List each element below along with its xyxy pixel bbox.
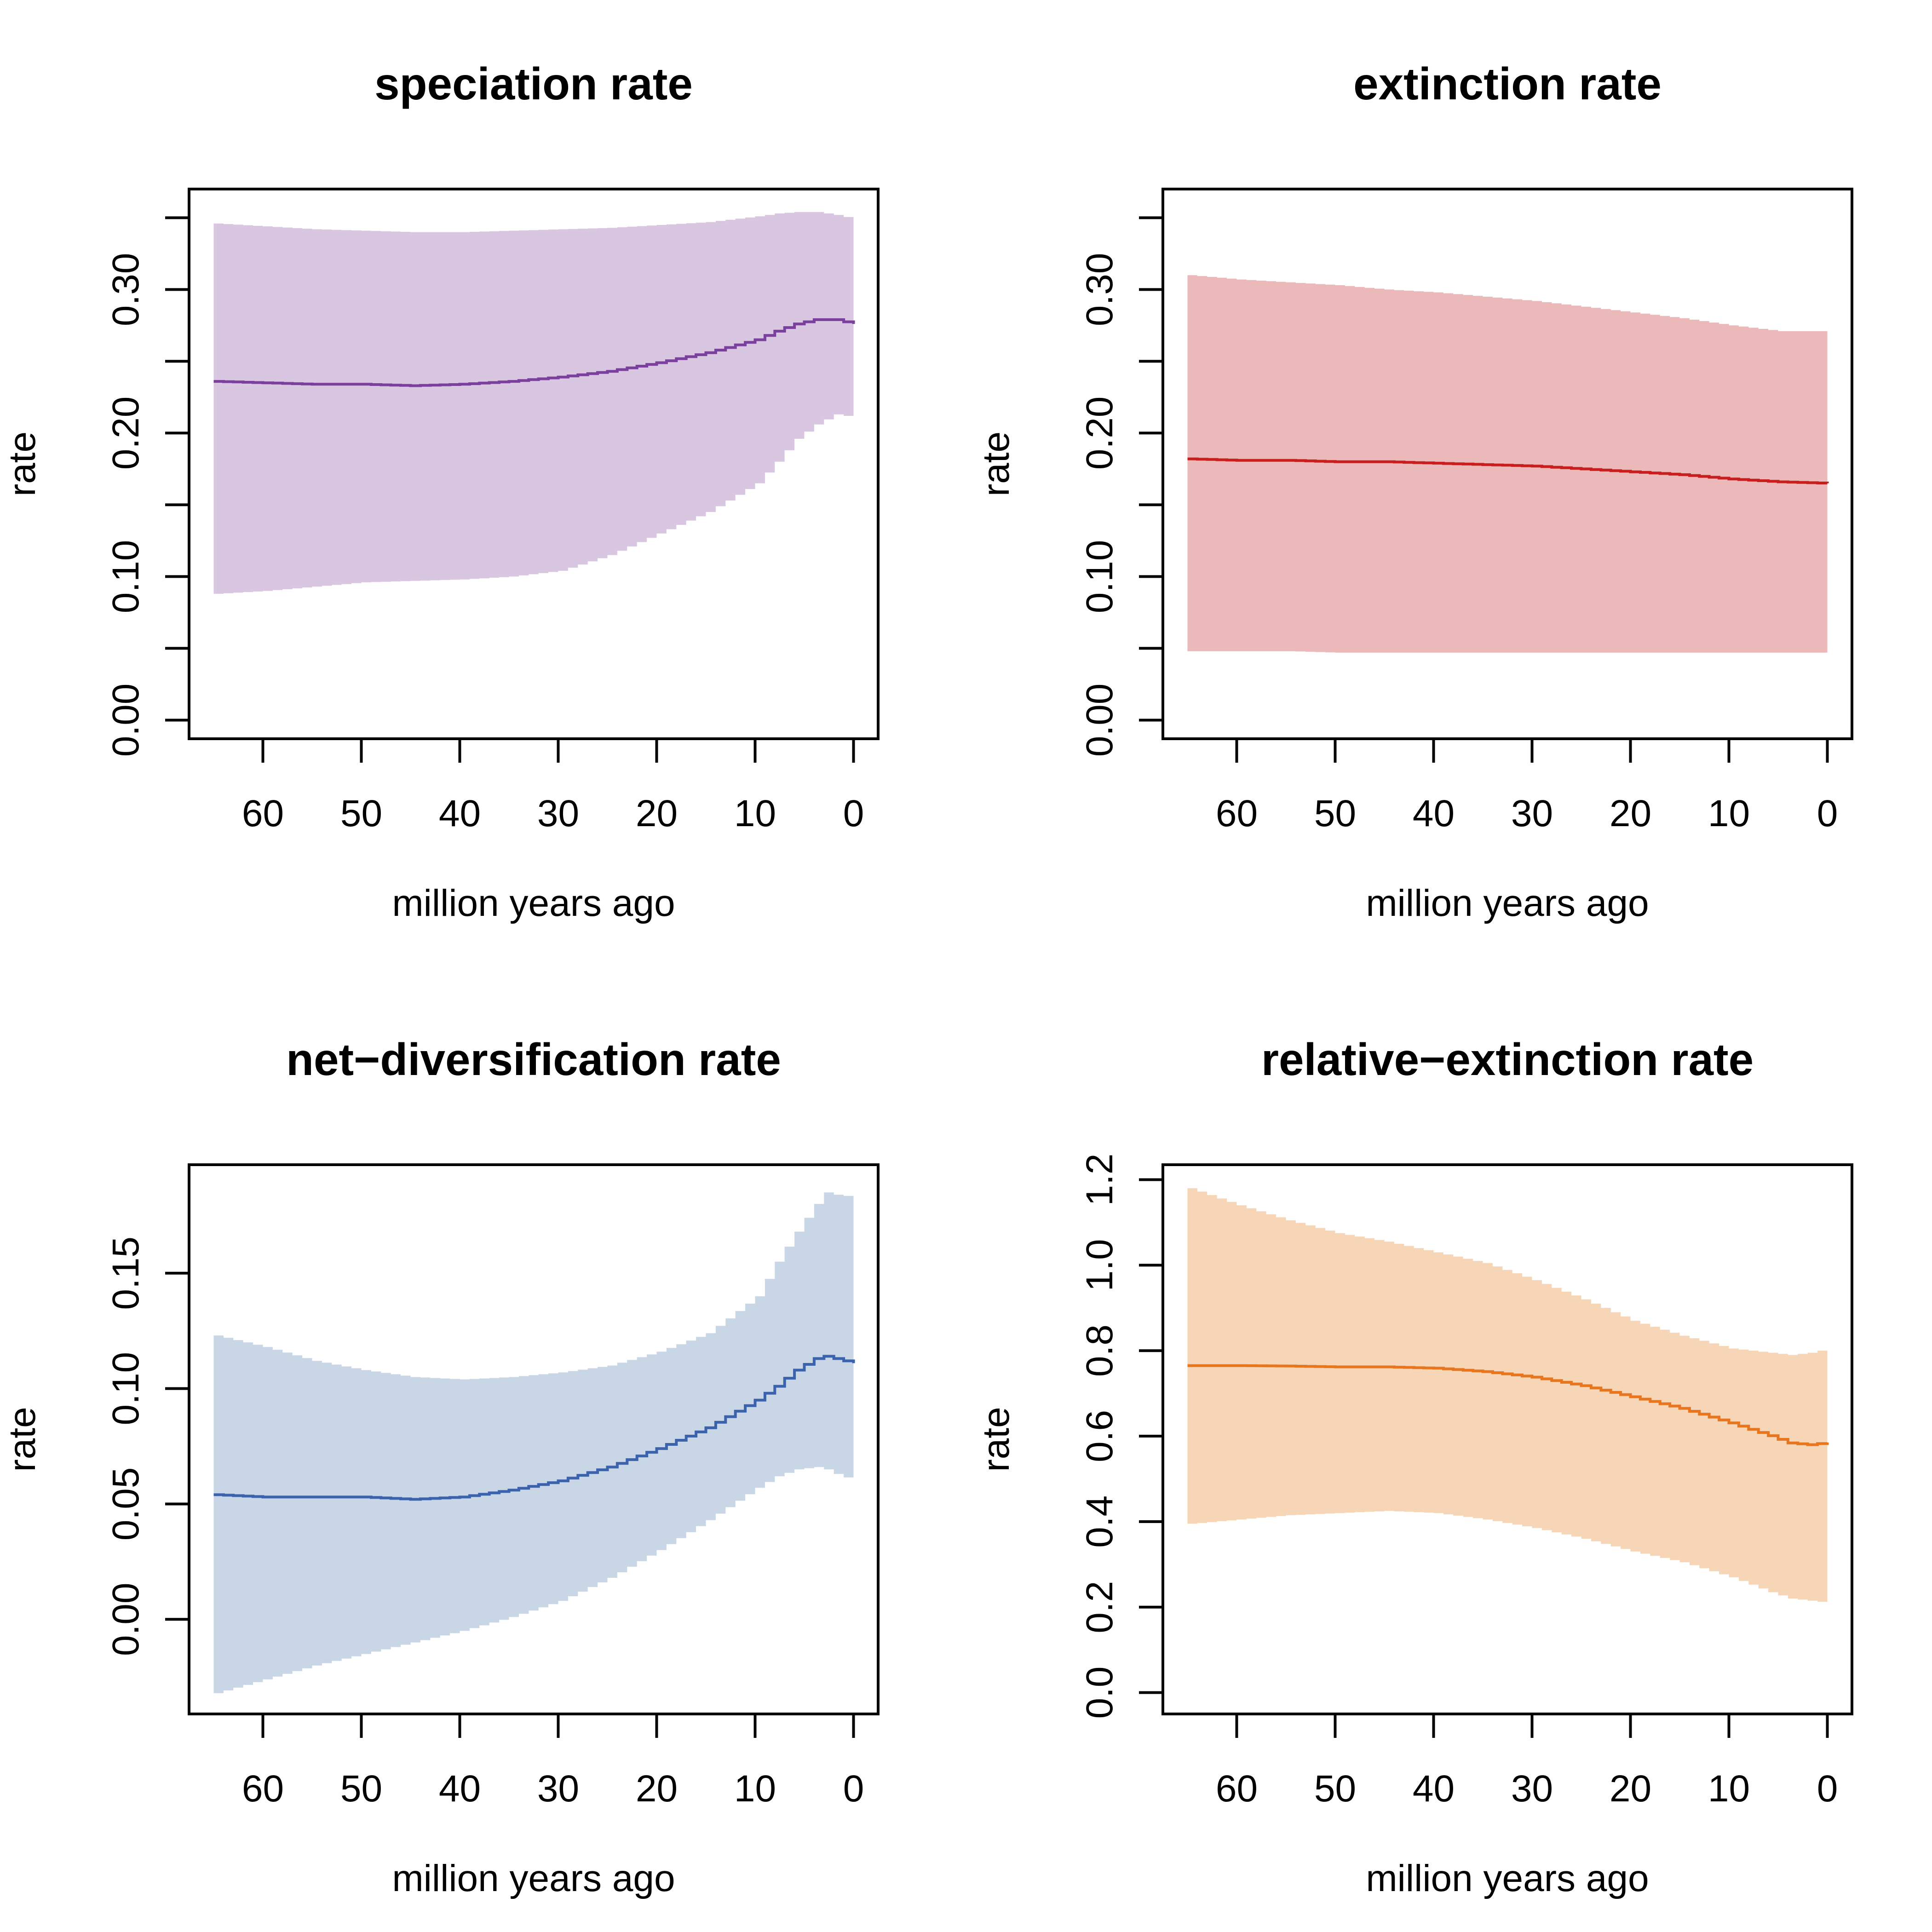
y-axis-label: rate (975, 431, 1017, 496)
credible-interval-band (213, 1192, 854, 1693)
y-tick-label: 0.4 (1079, 1495, 1121, 1548)
x-tick-label: 50 (1314, 1768, 1356, 1810)
x-tick-label: 10 (734, 1768, 776, 1810)
x-tick-label: 10 (734, 793, 776, 834)
x-tick-label: 60 (1216, 793, 1258, 834)
y-axis-label: rate (1, 431, 43, 496)
y-axis-label: rate (975, 1407, 1017, 1472)
panel-3: 60 50 40 30 20 10 0 0.00 0.05 0.10 0.15 net−diversi… (1, 1034, 880, 1899)
x-tick-label: 30 (537, 793, 579, 834)
x-tick-label: 30 (537, 1768, 579, 1810)
panel-title: extinction rate (1353, 58, 1662, 109)
credible-interval-band (1187, 1188, 1828, 1603)
x-tick-label: 50 (340, 793, 382, 834)
credible-interval-band (213, 212, 854, 594)
y-tick-label: 0.0 (1079, 1667, 1121, 1719)
y-tick-label: 0.20 (1079, 397, 1121, 470)
panel-title: relative−extinction rate (1261, 1034, 1754, 1085)
x-tick-label: 40 (439, 793, 481, 834)
y-tick-label: 0.8 (1079, 1324, 1121, 1377)
y-tick-label: 0.20 (105, 397, 147, 470)
y-tick-label: 0.00 (105, 1583, 147, 1656)
x-tick-label: 0 (843, 1768, 864, 1810)
y-tick-label: 0.15 (105, 1236, 147, 1310)
x-tick-label: 40 (439, 1768, 481, 1810)
x-tick-label: 40 (1413, 793, 1455, 834)
y-tick-label: 0.10 (105, 1352, 147, 1426)
y-tick-label: 1.0 (1079, 1239, 1121, 1291)
y-tick-label: 0.10 (105, 540, 147, 614)
mean-rate-line (213, 318, 855, 387)
x-tick-label: 0 (843, 793, 864, 834)
x-axis-label: million years ago (392, 1857, 675, 1899)
y-tick-label: 1.2 (1079, 1154, 1121, 1206)
panel-2: 60 50 40 30 20 10 0 0.00 0.10 0.20 0.30 extinction … (975, 58, 1853, 924)
y-tick-label: 0.30 (1079, 253, 1121, 327)
y-tick-label: 0.00 (105, 684, 147, 757)
x-tick-label: 50 (340, 1768, 382, 1810)
x-axis-label: million years ago (1366, 1857, 1649, 1899)
x-tick-label: 20 (636, 1768, 678, 1810)
y-tick-label: 0.05 (105, 1467, 147, 1541)
panel-title: speciation rate (374, 58, 693, 109)
x-axis-label: million years ago (392, 882, 675, 924)
x-tick-label: 20 (636, 793, 678, 834)
plot-frame (1162, 1163, 1853, 1715)
x-tick-label: 60 (242, 793, 284, 834)
x-tick-label: 60 (242, 1768, 284, 1810)
y-tick-label: 0.30 (105, 253, 147, 327)
x-tick-label: 50 (1314, 793, 1356, 834)
panel-1: 60 50 40 30 20 10 0 0.00 0.10 0.20 0.30 speciation … (1, 58, 880, 924)
mean-rate-line (213, 1355, 855, 1501)
x-tick-label: 10 (1708, 793, 1750, 834)
plot-frame (188, 188, 880, 740)
x-tick-label: 10 (1708, 1768, 1750, 1810)
x-tick-label: 40 (1413, 1768, 1455, 1810)
x-tick-label: 30 (1511, 1768, 1553, 1810)
x-tick-label: 60 (1216, 1768, 1258, 1810)
x-tick-label: 20 (1610, 793, 1651, 834)
x-tick-label: 20 (1610, 1768, 1651, 1810)
plot-frame (188, 1163, 880, 1715)
mean-rate-line (1187, 457, 1829, 484)
panel-title: net−diversification rate (286, 1034, 781, 1085)
plot-frame (1162, 188, 1853, 740)
y-axis-label: rate (1, 1407, 43, 1472)
y-tick-label: 0.2 (1079, 1581, 1121, 1633)
mean-rate-line (1187, 1364, 1829, 1446)
y-tick-label: 0.00 (1079, 684, 1121, 757)
x-tick-label: 0 (1817, 1768, 1838, 1810)
panel-4: 60 50 40 30 20 10 0 0.0 0.2 0.4 0.6 0.8 1.0 1.2 relati… (975, 1034, 1853, 1899)
x-axis-label: million years ago (1366, 882, 1649, 924)
y-tick-label: 0.10 (1079, 540, 1121, 614)
y-tick-label: 0.6 (1079, 1410, 1121, 1462)
x-tick-label: 0 (1817, 793, 1838, 834)
x-tick-label: 30 (1511, 793, 1553, 834)
